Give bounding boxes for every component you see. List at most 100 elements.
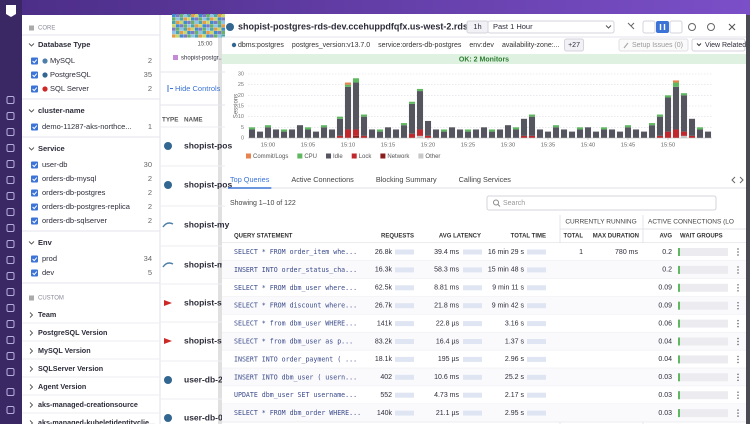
cell-requests: 141k: [377, 320, 393, 327]
close-icon[interactable]: [728, 23, 736, 31]
nav-icon[interactable]: [6, 304, 15, 312]
nav-icon[interactable]: [6, 388, 15, 396]
checkbox[interactable]: [31, 217, 38, 225]
facet-group-title[interactable]: Database Type: [38, 40, 90, 49]
facet-group-title[interactable]: MySQL Version: [38, 346, 91, 355]
nav-icon[interactable]: [6, 336, 15, 344]
checkbox[interactable]: [31, 203, 38, 211]
facet-group-title[interactable]: PostgreSQL Version: [38, 328, 107, 337]
facet-group-title[interactable]: Agent Version: [38, 382, 86, 391]
instance-name[interactable]: user-db-0: [184, 412, 223, 422]
bar-segment: [416, 135, 424, 138]
bar-segment: [632, 129, 640, 138]
pause-button[interactable]: [656, 21, 669, 33]
step-forward[interactable]: [669, 20, 683, 34]
view-related-box[interactable]: [691, 38, 746, 52]
checkbox[interactable]: [31, 85, 38, 93]
tab[interactable]: Calling Services: [459, 175, 512, 184]
tab[interactable]: Top Queries: [230, 175, 270, 184]
instance-name[interactable]: shopist-pos: [184, 140, 232, 150]
nav-icon[interactable]: [6, 112, 15, 120]
facet-group-title[interactable]: cluster-name: [38, 106, 85, 115]
bar-segment: [600, 129, 608, 138]
instance-name[interactable]: shopist-my: [184, 259, 230, 269]
nav-icon[interactable]: [6, 256, 15, 264]
nav-icon[interactable]: [6, 128, 15, 136]
chevron: [696, 43, 702, 47]
table-row[interactable]: [222, 404, 746, 422]
bar-segment: [456, 129, 464, 138]
checkbox[interactable]: [31, 189, 38, 197]
nav-icon[interactable]: [6, 288, 15, 296]
checkbox[interactable]: [31, 161, 38, 169]
code-icon[interactable]: [731, 176, 744, 184]
legend-swatch: [351, 153, 357, 159]
bar-segment: [424, 135, 432, 138]
nav-icon[interactable]: [6, 176, 15, 184]
more-tags-box[interactable]: [564, 38, 585, 52]
nav-icon[interactable]: [6, 208, 15, 216]
checkbox[interactable]: [31, 269, 38, 277]
tab[interactable]: Blocking Summary: [376, 175, 437, 184]
time-range-box[interactable]: [487, 20, 615, 34]
table-row[interactable]: [222, 368, 746, 387]
table-row[interactable]: [222, 243, 746, 261]
table-row[interactable]: [222, 260, 746, 279]
nav-icon[interactable]: [6, 192, 15, 200]
tag[interactable]: service:orders-db-postgres: [378, 42, 462, 49]
mini-chart-cell: [179, 34, 184, 38]
nav-icon[interactable]: [6, 96, 15, 104]
nav-icon[interactable]: [6, 144, 15, 152]
mini-chart-cell: [202, 27, 206, 31]
tag[interactable]: env:dev: [469, 42, 494, 49]
setup-issues-box[interactable]: [618, 38, 689, 52]
checkbox[interactable]: [31, 255, 38, 263]
pin-icon[interactable]: [627, 22, 635, 30]
table-row[interactable]: [222, 350, 746, 369]
search-box[interactable]: [486, 195, 717, 211]
nav-icon[interactable]: [6, 320, 15, 328]
checkbox[interactable]: [31, 57, 38, 65]
checkbox[interactable]: [31, 123, 38, 131]
nav-icon[interactable]: [6, 368, 15, 376]
hide-controls[interactable]: Hide Controls: [175, 84, 221, 93]
instance-name[interactable]: user-db-2: [184, 374, 223, 384]
checkbox[interactable]: [31, 71, 38, 79]
nav-icon[interactable]: [6, 352, 15, 360]
table-row[interactable]: [222, 278, 746, 297]
table-row[interactable]: [222, 332, 746, 351]
instance-name[interactable]: shopist-my: [184, 219, 230, 229]
table-row[interactable]: [222, 386, 746, 405]
tab[interactable]: Active Connections: [291, 175, 354, 184]
tag[interactable]: availability-zone:...: [502, 42, 560, 49]
step-back[interactable]: [642, 20, 656, 34]
nav-icon[interactable]: [6, 240, 15, 248]
refresh-icon[interactable]: [707, 23, 715, 31]
facet-group-title[interactable]: aks-managed-kubeletidentityclie...: [38, 418, 155, 424]
y-tick-label: 10: [238, 114, 244, 120]
zoom-icon[interactable]: [688, 23, 696, 31]
instance-name[interactable]: shopist-sql: [184, 297, 229, 307]
nav-icon[interactable]: [6, 406, 15, 414]
checkbox[interactable]: [31, 175, 38, 183]
tag[interactable]: postgres_version:v13.7.0: [292, 42, 370, 49]
facet-group-title[interactable]: SQLServer Version: [38, 364, 103, 373]
bar-segment: [376, 131, 384, 138]
list-panel: [160, 15, 225, 424]
facet-group-title[interactable]: aks-managed-creationsource: [38, 400, 138, 409]
facet-group-title[interactable]: Env: [38, 238, 53, 247]
nav-icon[interactable]: [6, 160, 15, 168]
facet-group-title[interactable]: Service: [38, 144, 65, 153]
nav-icon[interactable]: [6, 272, 15, 280]
instance-name[interactable]: shopist-sql: [184, 335, 229, 345]
mini-chart-cell: [183, 24, 187, 28]
table-row[interactable]: [222, 314, 746, 333]
bar-segment: [376, 129, 384, 132]
nav-icon[interactable]: [6, 224, 15, 232]
bar-segment: [664, 95, 672, 98]
table-row[interactable]: [222, 296, 746, 315]
instance-name[interactable]: shopist-pos: [184, 179, 232, 189]
facet-group-title[interactable]: Team: [38, 310, 56, 319]
tag[interactable]: dbms:postgres: [238, 42, 284, 49]
mini-chart-cell: [217, 24, 222, 28]
